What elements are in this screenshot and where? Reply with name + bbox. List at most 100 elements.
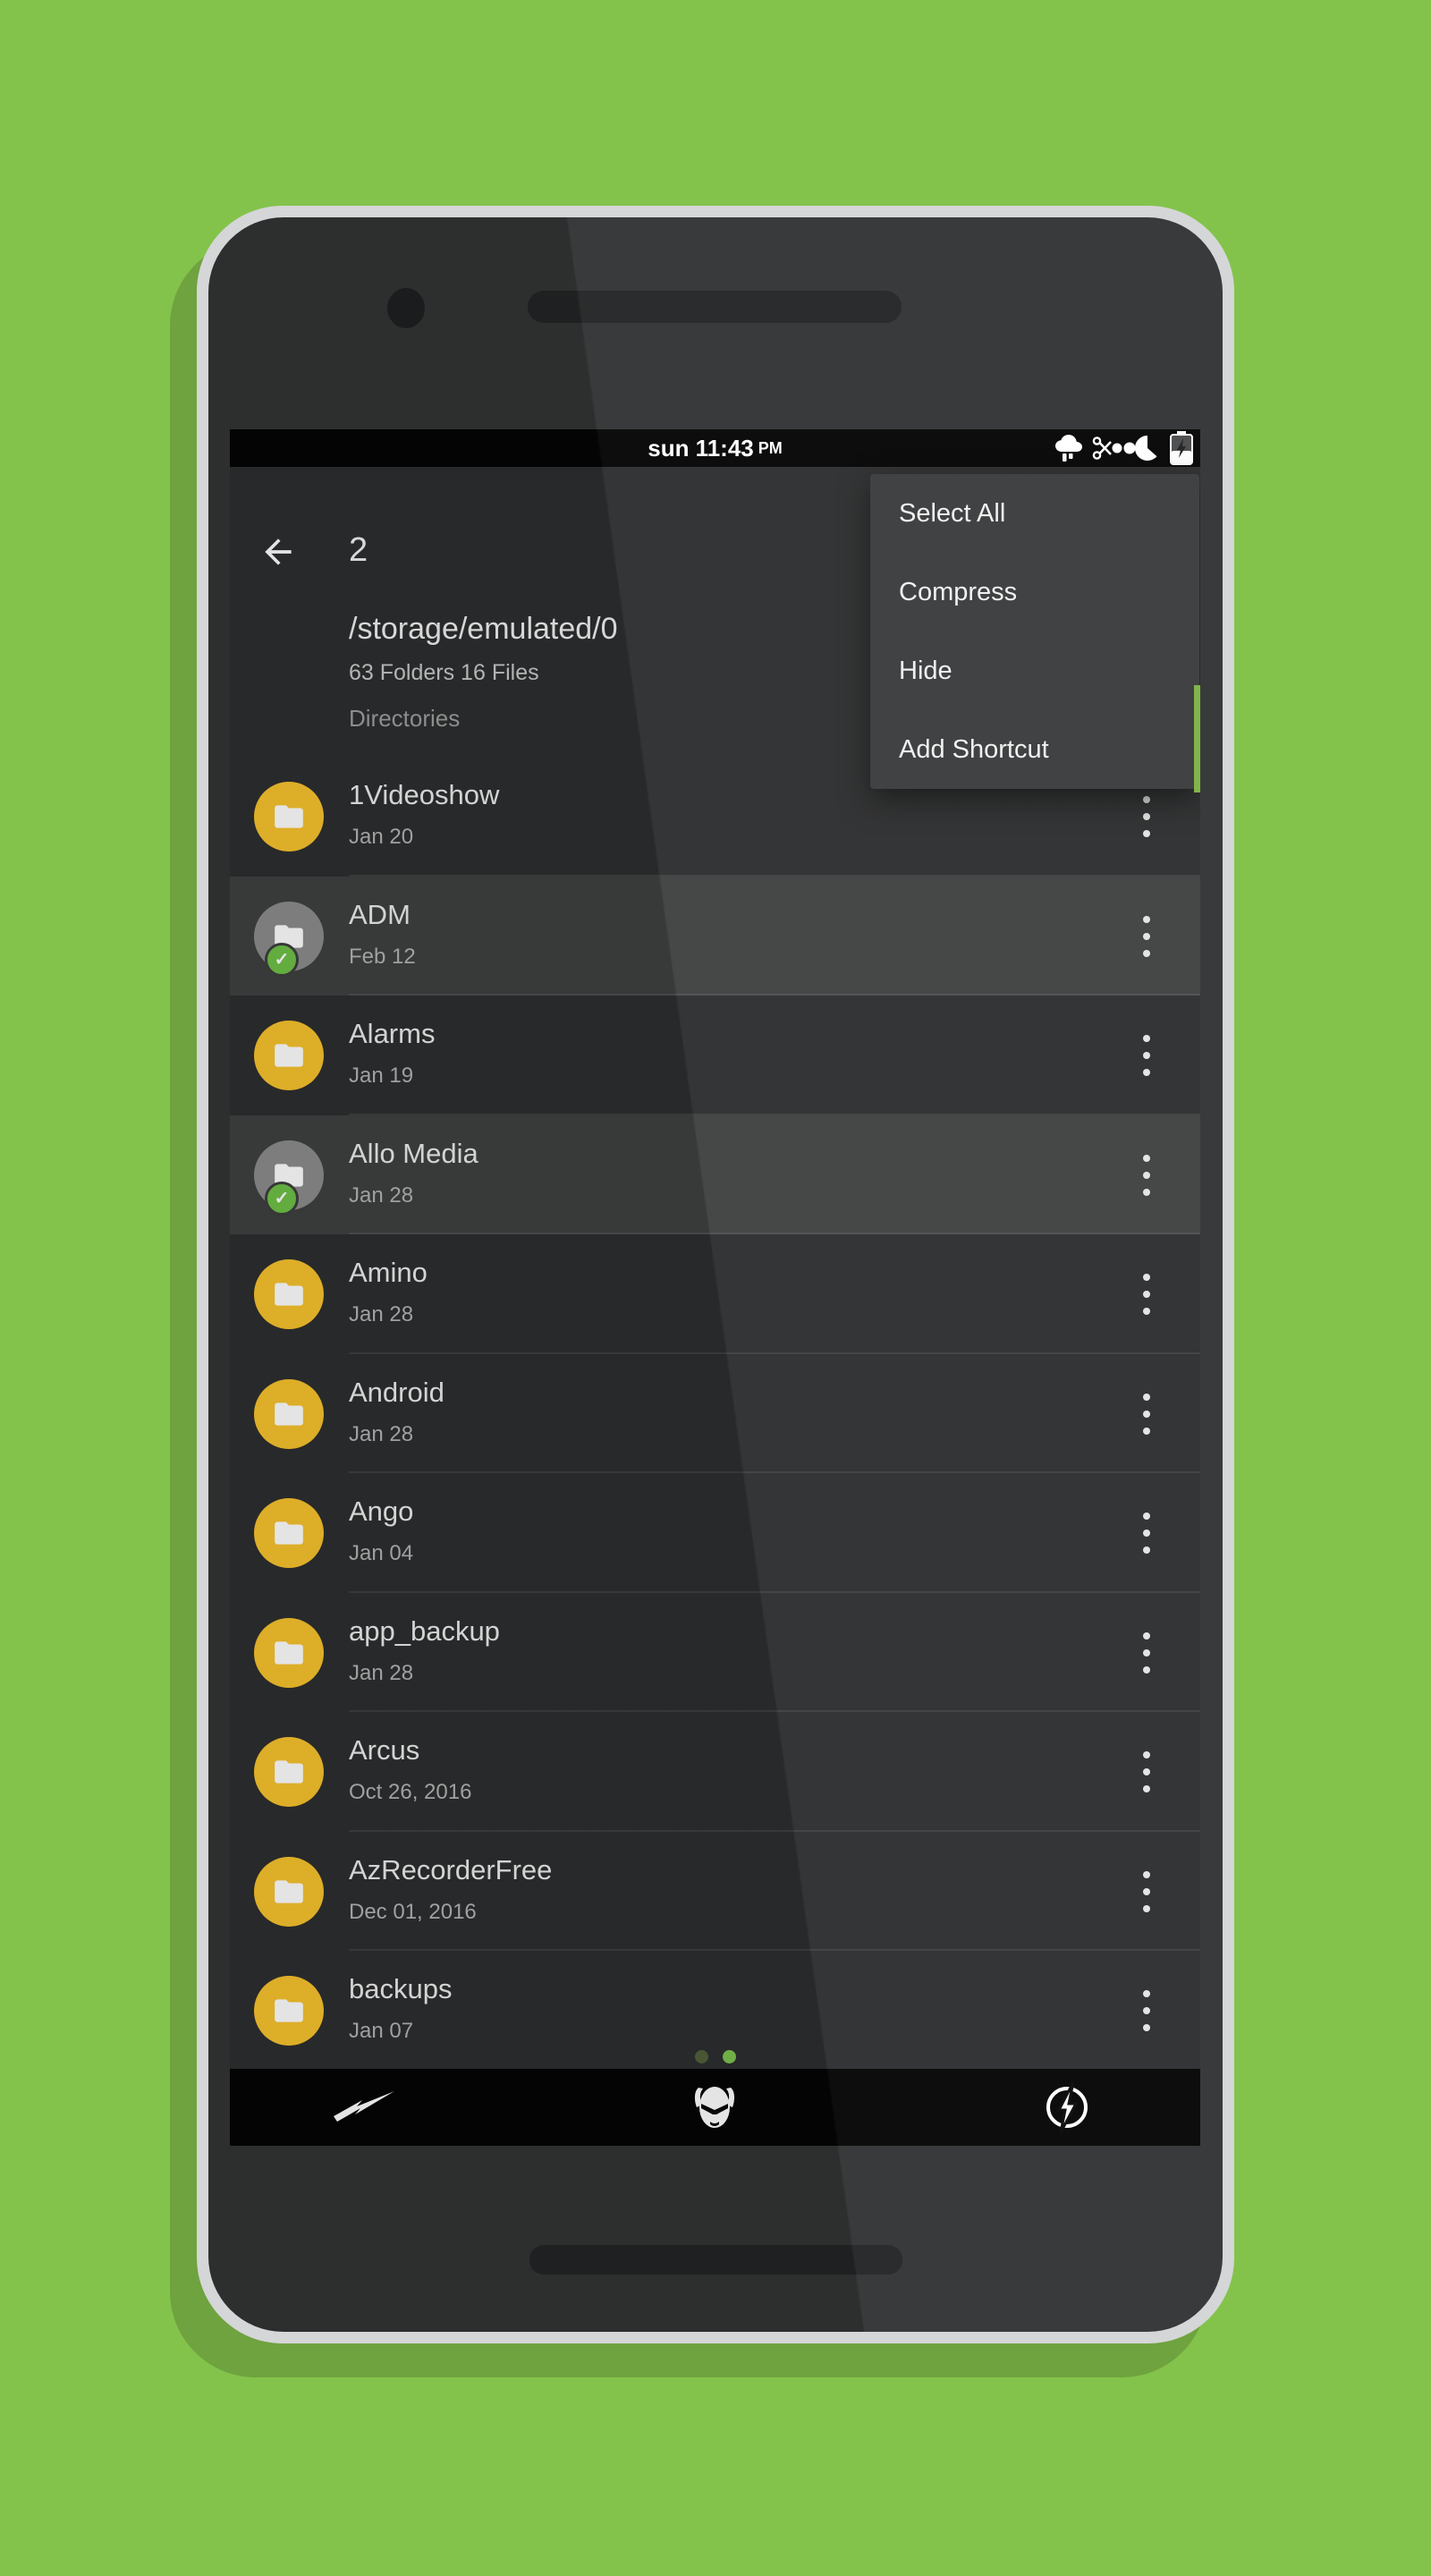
earpiece-speaker <box>528 291 902 323</box>
more-options-icon[interactable] <box>1130 1870 1163 1912</box>
folder-date: Dec 01, 2016 <box>349 1899 477 1924</box>
folder-name: Ango <box>349 1496 414 1527</box>
selected-folder-icon: ✓ <box>254 901 324 977</box>
folder-date: Jan 19 <box>349 1063 414 1088</box>
folder-row[interactable]: ✓ AzRecorderFree Dec 01, 2016 <box>230 1832 1200 1951</box>
app-header: 2 /storage/emulated/0 63 Folders 16 File… <box>230 467 1200 685</box>
folder-row[interactable]: ✓ Allo Media Jan 28 <box>230 1114 1200 1234</box>
more-options-icon[interactable] <box>1130 1154 1163 1196</box>
nav-button-left[interactable] <box>301 2069 427 2146</box>
folder-list: ✓ 1Videoshow Jan 20 ✓ ADM Feb 12 ✓ A <box>230 757 1200 2071</box>
circle-bolt-icon <box>1046 2081 1088 2133</box>
folder-date: Jan 04 <box>349 1541 414 1565</box>
front-camera <box>387 288 425 328</box>
folder-date: Jan 28 <box>349 1660 414 1685</box>
folder-date: Jan 20 <box>349 825 414 849</box>
page-dot-inactive[interactable] <box>694 2050 708 2063</box>
folder-icon: ✓ <box>254 1856 324 1927</box>
folder-glyph-icon <box>275 1640 303 1665</box>
status-time: sun 11:43 <box>648 434 754 462</box>
nav-button-center[interactable] <box>652 2069 777 2146</box>
menu-item-add-shortcut[interactable]: Add Shortcut <box>899 735 1049 764</box>
folder-glyph-icon <box>275 1879 303 1903</box>
folder-glyph-icon <box>275 1044 303 1067</box>
menu-scrollbar[interactable] <box>1194 685 1200 792</box>
more-options-icon[interactable] <box>1130 1393 1163 1435</box>
folder-row[interactable]: ✓ app_backup Jan 28 <box>230 1593 1200 1712</box>
row-divider <box>349 1352 1200 1354</box>
folder-icon: ✓ <box>254 1617 324 1688</box>
nav-button-right[interactable] <box>1004 2069 1130 2146</box>
more-options-icon[interactable] <box>1130 1274 1163 1315</box>
selected-check-icon: ✓ <box>265 1181 299 1216</box>
row-divider <box>349 1949 1200 1951</box>
folder-name: backups <box>349 1973 453 2004</box>
folder-glyph-icon <box>275 1999 303 2022</box>
folder-name: ADM <box>349 898 411 930</box>
folder-date: Jan 28 <box>349 1421 414 1446</box>
status-clock: sun 11:43 PM <box>230 429 1200 467</box>
folder-icon: ✓ <box>254 1976 324 2046</box>
folder-name: app_backup <box>349 1614 500 1647</box>
scissors-dots-pacman-icon <box>1092 435 1157 461</box>
more-options-icon[interactable] <box>1130 796 1163 837</box>
folder-row[interactable]: ✓ Alarms Jan 19 <box>230 996 1200 1115</box>
row-divider <box>349 1471 1200 1473</box>
more-options-icon[interactable] <box>1130 1631 1163 1674</box>
rain-cloud-icon <box>1055 435 1082 462</box>
page-indicator <box>230 2050 1200 2066</box>
folder-glyph-icon <box>275 805 303 828</box>
status-bar: sun 11:43 PM <box>230 429 1200 467</box>
folder-row[interactable]: ✓ 1Videoshow Jan 20 <box>230 757 1200 877</box>
menu-item-hide[interactable]: Hide <box>899 657 953 685</box>
section-label-directories: Directories <box>349 705 461 732</box>
folder-row[interactable]: ✓ ADM Feb 12 <box>230 876 1200 996</box>
folder-row[interactable]: ✓ Android Jan 28 <box>230 1354 1200 1473</box>
row-divider <box>349 1710 1200 1712</box>
folder-row[interactable]: ✓ Arcus Oct 26, 2016 <box>230 1712 1200 1832</box>
row-divider <box>349 1113 1200 1115</box>
folder-icon: ✓ <box>254 1259 324 1329</box>
more-options-icon[interactable] <box>1130 915 1163 957</box>
more-options-icon[interactable] <box>1130 1513 1163 1554</box>
folder-icon: ✓ <box>254 1021 324 1090</box>
folder-glyph-icon <box>275 1760 303 1784</box>
folder-icon: ✓ <box>254 1737 324 1807</box>
bottom-speaker <box>529 2245 902 2275</box>
menu-item-select-all[interactable]: Select All <box>899 499 1006 528</box>
folder-name: Android <box>349 1376 445 1408</box>
folder-icon: ✓ <box>254 1378 324 1449</box>
folder-name: Alarms <box>349 1018 436 1049</box>
folder-row[interactable]: ✓ Amino Jan 28 <box>230 1234 1200 1354</box>
back-arrow-icon[interactable] <box>258 532 298 572</box>
folder-name: 1Videoshow <box>349 779 500 810</box>
more-options-icon[interactable] <box>1130 1751 1163 1792</box>
folder-date: Oct 26, 2016 <box>349 1780 472 1804</box>
folder-glyph-icon <box>275 1402 303 1426</box>
menu-item-compress[interactable]: Compress <box>899 578 1018 606</box>
small-bolt-icon <box>334 2091 394 2122</box>
folder-file-summary: 63 Folders 16 Files <box>349 660 539 685</box>
page-dot-active[interactable] <box>722 2050 736 2063</box>
selection-count-title: 2 <box>349 531 368 569</box>
folder-row[interactable]: ✓ Ango Jan 04 <box>230 1473 1200 1593</box>
folder-date: Jan 07 <box>349 2019 414 2043</box>
folder-date: Feb 12 <box>349 944 416 969</box>
row-divider <box>349 994 1200 996</box>
flash-head-icon <box>694 2087 735 2128</box>
folder-date: Jan 28 <box>349 1302 414 1326</box>
folder-icon: ✓ <box>254 1498 324 1568</box>
current-path: /storage/emulated/0 <box>349 612 618 646</box>
battery-charging-icon <box>1170 431 1193 465</box>
row-divider <box>349 1233 1200 1234</box>
context-menu: Select All Compress Hide Add Shortcut <box>870 474 1200 792</box>
folder-icon: ✓ <box>254 782 324 852</box>
more-options-icon[interactable] <box>1130 1990 1163 2031</box>
folder-glyph-icon <box>275 1521 303 1545</box>
phone-bezel: sun 11:43 PM <box>208 217 1223 2332</box>
selected-folder-icon: ✓ <box>254 1140 324 1216</box>
row-divider <box>349 874 1200 877</box>
more-options-icon[interactable] <box>1130 1035 1163 1076</box>
folder-glyph-icon <box>275 1283 303 1306</box>
row-divider <box>349 1829 1200 1832</box>
